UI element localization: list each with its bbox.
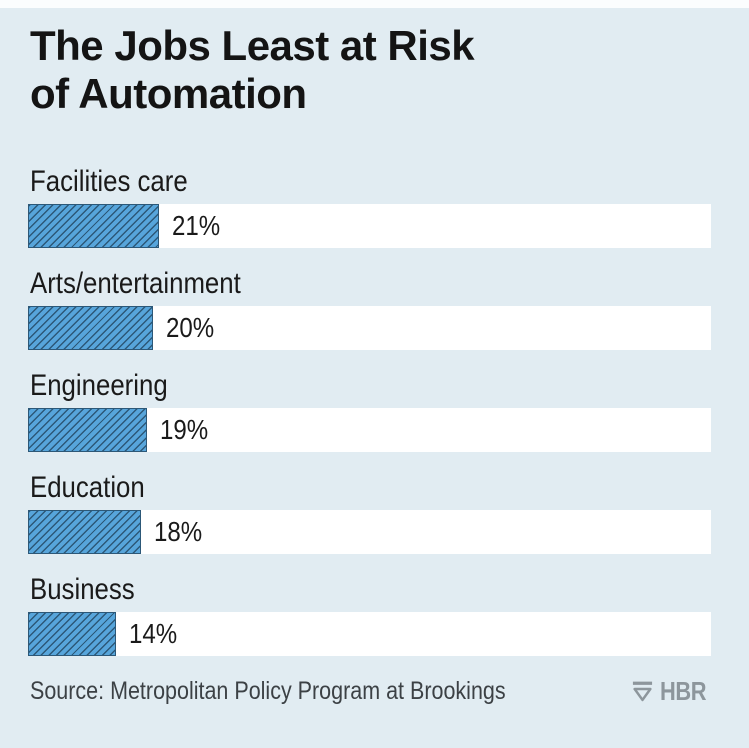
value-label: 18%: [153, 516, 202, 547]
bar-row: Business 14%: [28, 574, 711, 656]
bar: [28, 204, 160, 248]
value-label: 19%: [159, 414, 208, 445]
chart-title-line1: The Jobs Least at Risk: [30, 22, 475, 69]
bar-track: 20%: [28, 306, 711, 350]
bar: [28, 408, 147, 452]
bar-track: 14%: [28, 612, 711, 656]
value-label: 20%: [166, 312, 215, 343]
hbr-logo-text: HBR: [660, 676, 707, 706]
hbr-shield-icon: [633, 681, 653, 702]
hbr-logo: HBR: [630, 676, 715, 707]
source-note: Source: Metropolitan Policy Program at B…: [30, 677, 506, 705]
bar-track: 21%: [28, 204, 711, 248]
top-strip: [0, 0, 749, 8]
category-label: Engineering: [30, 369, 168, 402]
bar-row: Arts/entertainment 20%: [28, 268, 711, 350]
bar-track: 19%: [28, 408, 711, 452]
bar: [28, 612, 116, 656]
bar: [28, 510, 141, 554]
value-label: 14%: [128, 618, 177, 649]
value-label: 21%: [172, 210, 221, 241]
bar-row: Education 18%: [28, 472, 711, 554]
footer: Source: Metropolitan Policy Program at B…: [30, 676, 715, 707]
chart-title-line2: of Automation: [30, 70, 307, 117]
bar-track: 18%: [28, 510, 711, 554]
chart-card: The Jobs Least at Risk of Automation Faci…: [0, 0, 749, 707]
category-label: Business: [30, 573, 135, 606]
category-label: Facilities care: [30, 165, 188, 198]
bar-row: Facilities care 21%: [28, 166, 711, 248]
bar-row: Engineering 19%: [28, 370, 711, 452]
bar-chart: Facilities care 21% Arts/entertainment 2…: [28, 166, 711, 656]
category-label: Arts/entertainment: [30, 267, 241, 300]
chart-title: The Jobs Least at Risk of Automation: [30, 22, 721, 118]
category-label: Education: [30, 471, 145, 504]
bar: [28, 306, 153, 350]
